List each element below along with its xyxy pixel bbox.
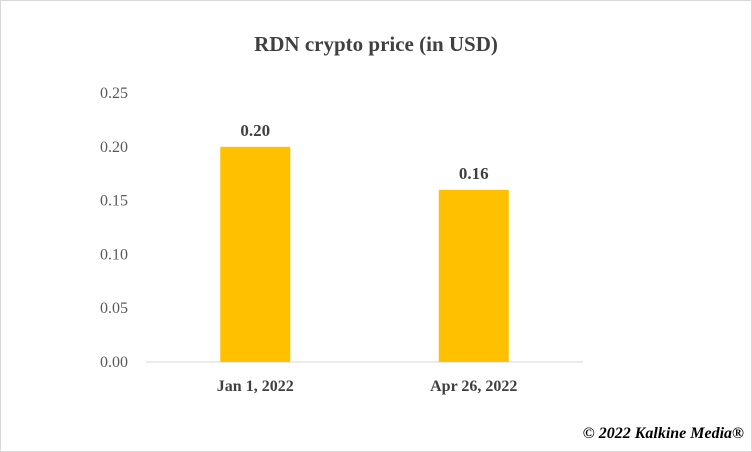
data-label: 0.16 bbox=[459, 164, 489, 183]
x-tick-label: Jan 1, 2022 bbox=[217, 378, 294, 395]
y-tick-label: 0.05 bbox=[100, 300, 128, 317]
y-tick-label: 0.00 bbox=[100, 354, 128, 371]
x-tick-label: Apr 26, 2022 bbox=[430, 378, 517, 395]
credit-text: © 2022 Kalkine Media® bbox=[583, 425, 744, 442]
y-tick-label: 0.25 bbox=[100, 85, 128, 102]
data-label: 0.20 bbox=[240, 121, 270, 140]
chart-title: RDN crypto price (in USD) bbox=[254, 32, 498, 56]
bar bbox=[220, 146, 291, 362]
y-tick-label: 0.15 bbox=[100, 193, 128, 210]
bars bbox=[220, 146, 509, 362]
y-tick-label: 0.10 bbox=[100, 246, 128, 263]
y-tick-label: 0.20 bbox=[100, 139, 128, 156]
x-axis-categories: Jan 1, 2022 Apr 26, 2022 bbox=[217, 378, 518, 395]
bar bbox=[438, 189, 509, 362]
y-axis-ticks: 0.00 0.05 0.10 0.15 0.20 0.25 bbox=[100, 85, 128, 371]
data-labels: 0.20 0.16 bbox=[240, 121, 488, 183]
